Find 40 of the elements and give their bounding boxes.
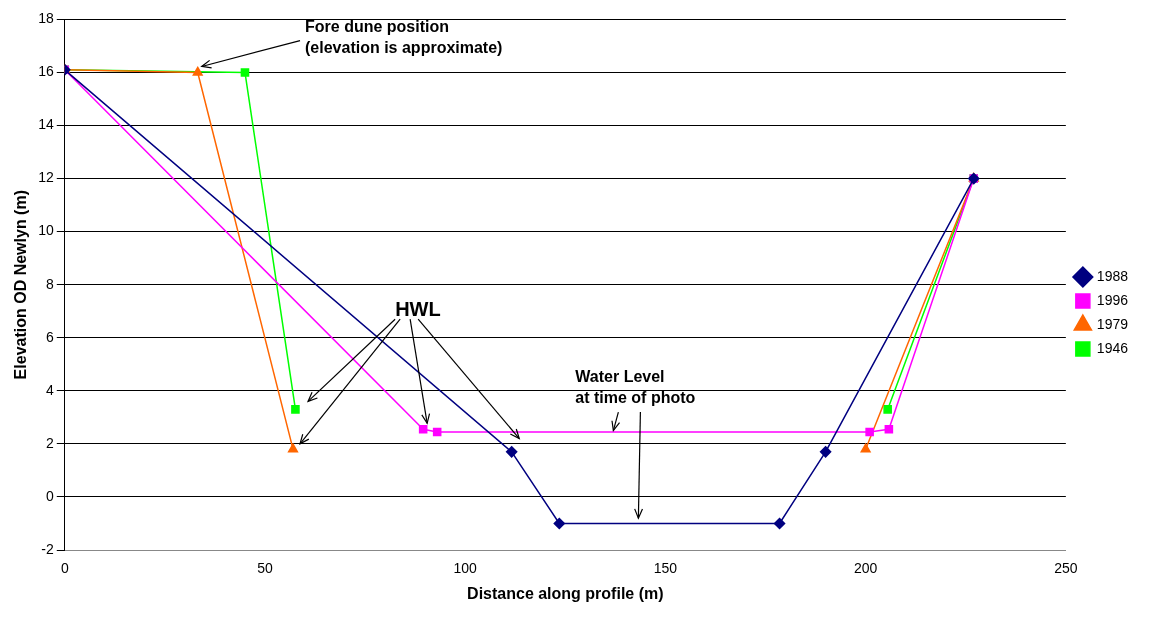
y-tick-label: 8: [45, 275, 54, 292]
point: [860, 443, 871, 453]
y-axis-title: Elevation OD Newlyn (m): [12, 190, 30, 380]
y-tick-label: 12: [38, 169, 54, 186]
point: [240, 68, 250, 77]
y-tick-label: 18: [38, 10, 54, 27]
annotation: HWL: [395, 298, 441, 321]
y-tick-label: 4: [45, 381, 54, 398]
x-tick-label: 50: [257, 560, 273, 577]
point: [819, 446, 832, 458]
legend-label: 1979: [1096, 315, 1129, 332]
legend-label: 1946: [1096, 339, 1129, 356]
point: [865, 427, 874, 437]
annotation: Fore dune position (elevation is approximate): [305, 17, 503, 56]
point: [773, 517, 786, 530]
annotation: Water Level at time of photo: [575, 368, 696, 406]
point: [553, 517, 566, 530]
y-tick-label: 16: [38, 63, 54, 80]
point: [291, 405, 300, 414]
x-tick-label: 250: [1054, 560, 1078, 577]
point: [192, 66, 203, 76]
y-tick-label: 14: [38, 116, 54, 133]
x-tick-label: 150: [653, 560, 678, 577]
point: [287, 443, 299, 453]
y-tick-label: -2: [41, 540, 54, 557]
y-tick-label: 10: [38, 222, 54, 239]
y-tick-label: 6: [45, 328, 54, 345]
point: [884, 425, 894, 434]
y-tick-label: 2: [45, 434, 54, 451]
x-tick-label: 200: [853, 560, 878, 577]
x-axis-title: Distance along profile (m): [467, 584, 664, 602]
legend-label: 1996: [1096, 291, 1129, 308]
legend-label: 1988: [1096, 267, 1129, 284]
point: [432, 427, 442, 437]
x-tick-label: 100: [453, 560, 478, 577]
point: [418, 425, 428, 434]
x-tick-label: 0: [60, 560, 69, 577]
y-tick-label: 0: [45, 487, 54, 504]
point: [883, 405, 892, 414]
point: [505, 446, 518, 458]
